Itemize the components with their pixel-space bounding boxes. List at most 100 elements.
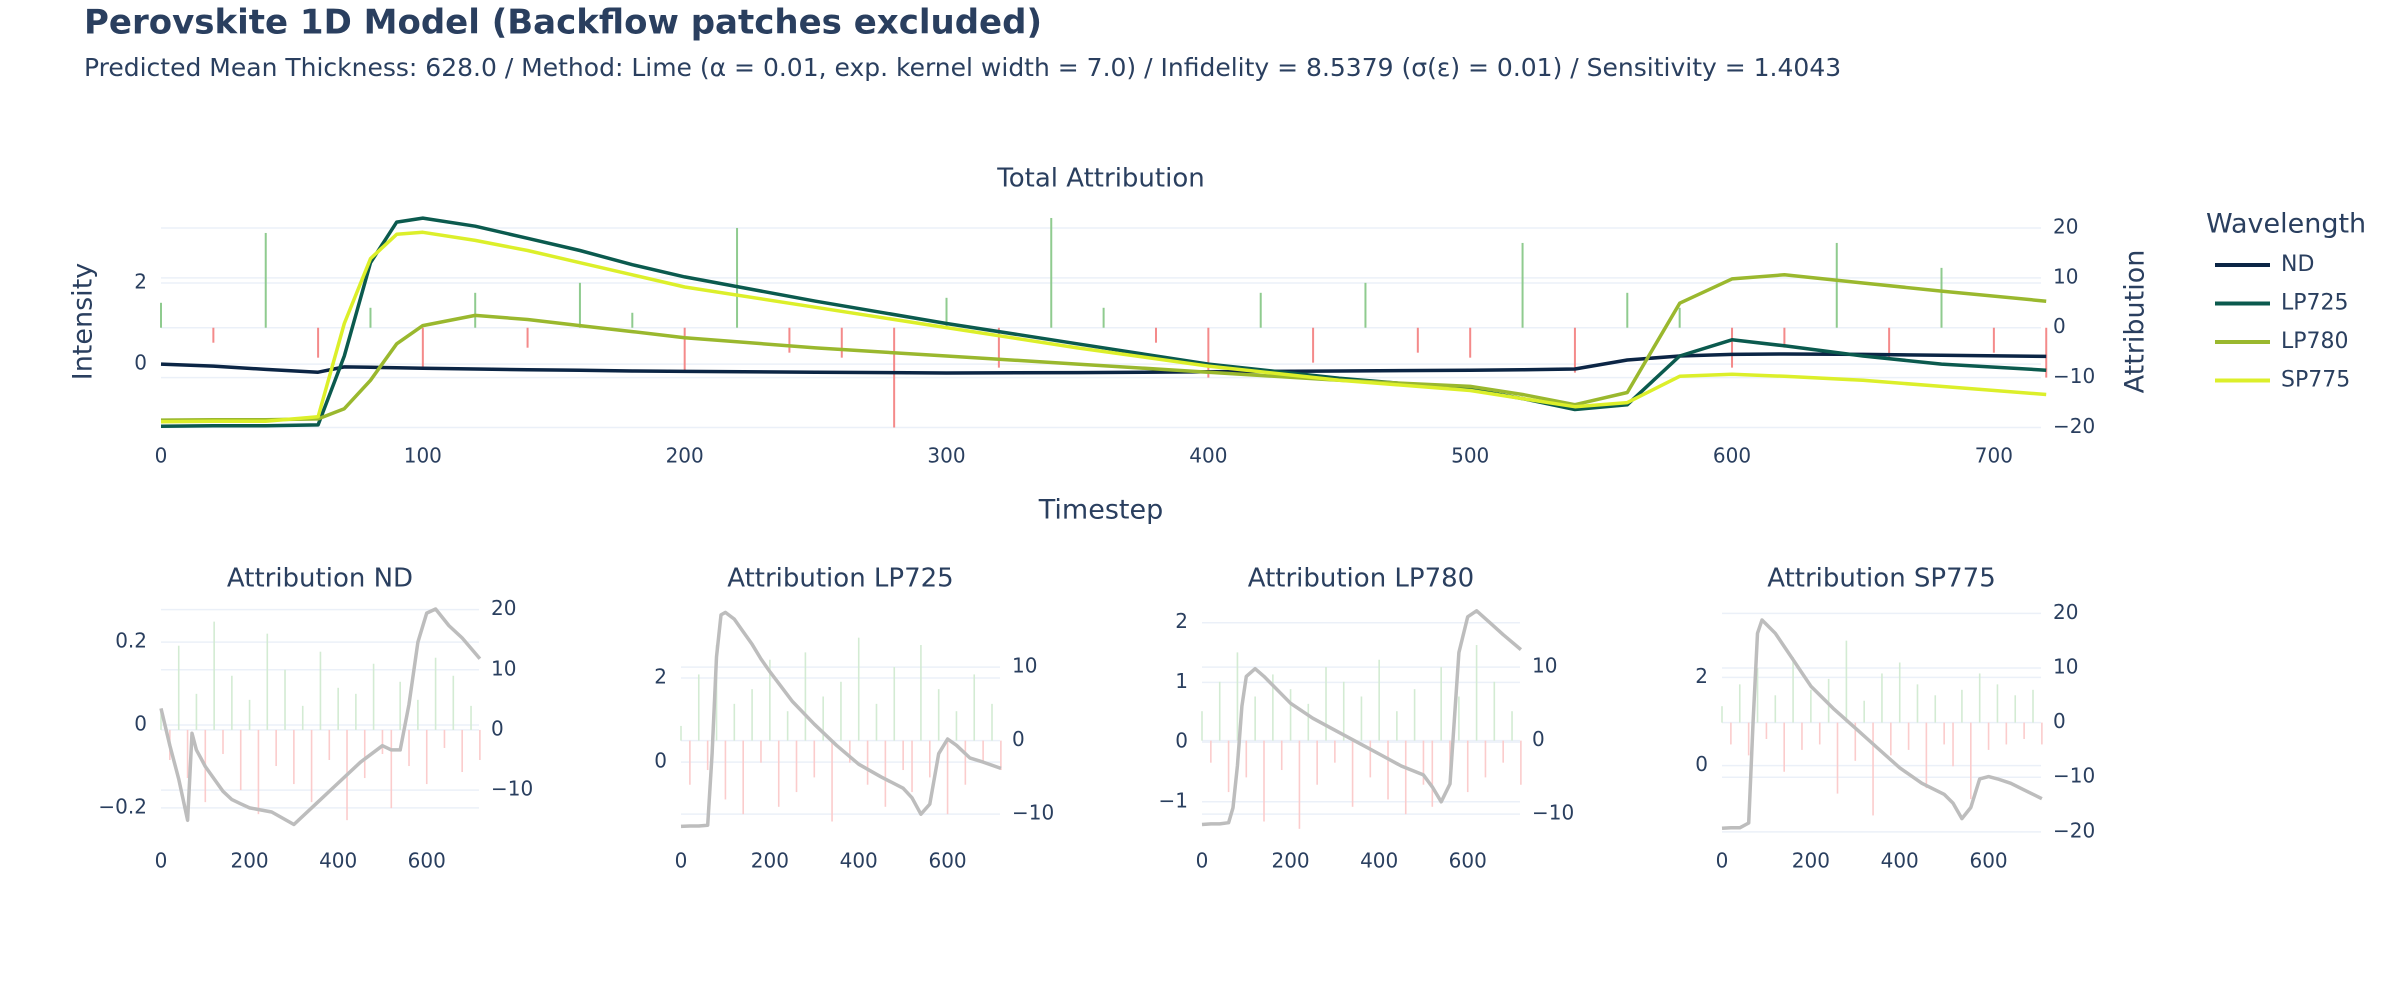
attribution-bar [1730, 722, 1732, 745]
chart-title: Attribution SP775 [1767, 564, 1996, 594]
attribution-bar [1907, 722, 1910, 750]
attribution-bar [264, 232, 267, 328]
y-tick-label: 0 [1175, 729, 1188, 753]
x-tick-label: 400 [1360, 849, 1398, 873]
attribution-bar [1738, 684, 1741, 723]
x-tick-label: 400 [840, 849, 878, 873]
attribution-bar [849, 740, 851, 763]
attribution-bar [337, 687, 339, 730]
attribution-bar [1484, 740, 1487, 778]
attribution-bar [319, 651, 322, 730]
y2-tick-label: 0 [1532, 727, 1545, 751]
attribution-bar [417, 699, 419, 730]
attribution-bar [461, 729, 463, 773]
attribution-bar [813, 740, 816, 778]
attribution-bar [470, 705, 472, 730]
attribution-bar [1458, 696, 1460, 741]
attribution-bar [248, 699, 251, 730]
y-tick-label: 2 [1695, 664, 1708, 688]
attribution-bar [1351, 740, 1354, 807]
attribution-bar [1102, 307, 1105, 328]
x-tick-label: 0 [155, 849, 168, 873]
x-tick-label: 200 [1792, 849, 1830, 873]
attribution-bar [884, 740, 887, 807]
attribution-bar [893, 327, 896, 428]
attribution-bar [946, 740, 949, 815]
page-subtitle: Predicted Mean Thickness: 628.0 / Method… [84, 53, 1841, 82]
attribution-bar [1678, 307, 1681, 328]
attribution-bar [1721, 706, 1723, 723]
attribution-bar [760, 740, 762, 763]
attribution-bar [266, 633, 269, 730]
attribution-bar [2014, 695, 2017, 723]
attribution-bar [212, 327, 215, 343]
attribution-bar [1245, 740, 1248, 778]
attribution-bar [1916, 684, 1919, 723]
attribution-bar [177, 645, 180, 730]
attribution-bar [1154, 327, 1157, 343]
attribution-bar [1316, 740, 1318, 785]
attribution-bar [399, 681, 401, 730]
attribution-bar [293, 729, 295, 785]
attribution-bar [831, 740, 833, 822]
attribution-bar [1259, 292, 1262, 328]
attribution-bar [1940, 267, 1943, 328]
attribution-bar [788, 327, 791, 353]
attribution-bar [355, 693, 357, 730]
attribution-bar [982, 740, 984, 763]
attribution-bar [1342, 681, 1345, 741]
y-tick-label: 2 [654, 664, 667, 688]
attribution-bar [1835, 242, 1838, 328]
attribution-bar [706, 740, 709, 771]
attribution-bar [1810, 689, 1812, 723]
attribution-bar [1863, 700, 1865, 723]
attribution-bar [310, 729, 313, 803]
attribution-bar [1404, 740, 1407, 815]
legend-label[interactable]: LP780 [2281, 329, 2349, 354]
attribution-bar [795, 740, 798, 793]
x-tick-label: 300 [927, 444, 965, 468]
attribution-bar [1521, 242, 1524, 328]
attribution-bar [964, 740, 967, 785]
attribution-bar [1334, 740, 1336, 763]
y2-tick-label: 0 [2053, 314, 2066, 338]
legend-label[interactable]: LP725 [2281, 291, 2349, 316]
x-tick-label: 600 [408, 849, 446, 873]
attribution-bar [1254, 696, 1256, 741]
x-tick-label: 400 [1881, 849, 1919, 873]
attribution-bar [1854, 722, 1857, 761]
attribution-bar [222, 729, 224, 754]
y2-tick-label: 20 [2053, 600, 2078, 624]
x-tick-label: 200 [666, 444, 704, 468]
chart-title: Attribution ND [227, 564, 413, 594]
attribution-bar [1272, 674, 1274, 741]
attribution-bar [1422, 740, 1425, 785]
legend-label[interactable]: ND [2281, 252, 2314, 277]
legend-label[interactable]: SP775 [2281, 368, 2350, 393]
y2-tick-label: −10 [2053, 764, 2095, 788]
attribution-bar [1952, 722, 1954, 767]
attribution-bar [239, 729, 242, 791]
attribution-bar [1888, 327, 1891, 358]
y2-tick-label: −10 [1012, 801, 1054, 825]
attribution-bar [955, 711, 958, 741]
attribution-bar [369, 307, 372, 328]
attribution-bar [1475, 645, 1478, 741]
attribution-bar [1520, 740, 1522, 785]
attribution-bar [2032, 689, 2034, 723]
x-tick-label: 500 [1451, 444, 1489, 468]
intensity-line [1201, 609, 1523, 827]
attribution-bar [1050, 217, 1053, 328]
chart-title: Attribution LP725 [727, 564, 953, 594]
attribution-bar [1387, 740, 1389, 800]
y2-tick-label: 20 [491, 596, 516, 620]
attribution-bar [1210, 740, 1212, 763]
attribution-bar [937, 689, 940, 741]
x-tick-label: 600 [1449, 849, 1487, 873]
intensity-line [160, 273, 2047, 422]
y2-tick-label: −20 [2053, 414, 2095, 438]
attribution-bar [452, 675, 455, 730]
y-tick-label: 1 [1175, 669, 1188, 693]
attribution-bar [804, 652, 807, 741]
